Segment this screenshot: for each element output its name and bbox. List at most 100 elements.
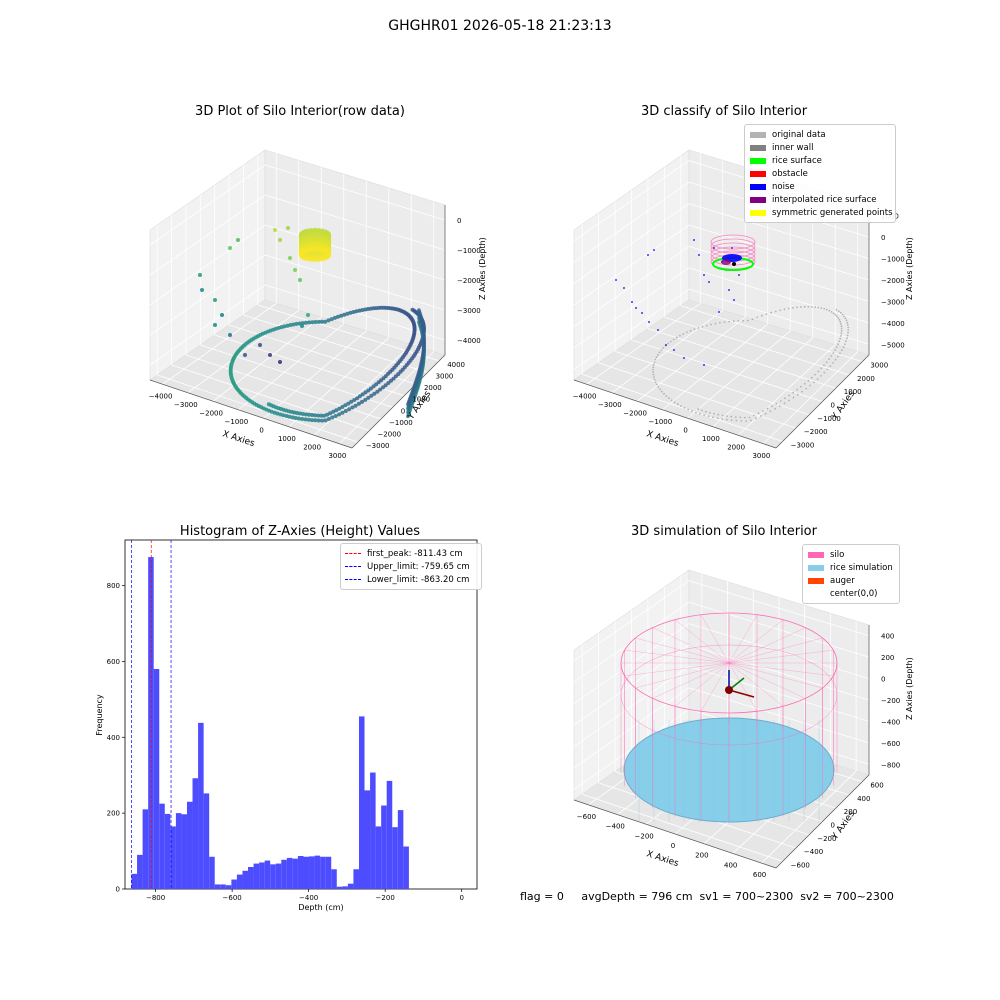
grid-line <box>339 351 435 445</box>
histogram-bar <box>231 879 237 889</box>
original-point <box>652 366 655 368</box>
data-point <box>347 407 352 412</box>
original-point <box>841 313 844 316</box>
original-point <box>764 412 767 415</box>
grid-line <box>573 687 690 769</box>
original-point <box>846 324 849 326</box>
x-tick-label: 0 <box>459 894 463 902</box>
original-point <box>842 346 845 348</box>
y-tick-label: 3000 <box>870 362 888 370</box>
histogram-bar <box>336 886 343 889</box>
data-point <box>363 390 368 395</box>
original-point <box>779 309 781 312</box>
x-tick-label: 3000 <box>328 452 346 460</box>
original-point <box>788 394 790 397</box>
raw-3d-plot: −4000−3000−2000−100001000200030004000300… <box>149 149 487 460</box>
data-point <box>228 333 232 337</box>
original-point <box>748 416 751 419</box>
z-tick-label: −1000 <box>881 256 905 264</box>
data-point <box>284 414 289 418</box>
data-point <box>350 405 355 410</box>
data-point <box>337 412 342 417</box>
legend-item: first_peak: -811.43 cm <box>345 547 477 560</box>
noise-point <box>653 249 655 251</box>
x-tick-label: −200 <box>635 832 654 840</box>
x-tick-label: −400 <box>606 823 625 831</box>
data-point <box>333 414 338 418</box>
original-point <box>840 332 843 335</box>
grid-line <box>688 288 870 345</box>
silo-roof-wire <box>700 614 730 664</box>
histogram-bar <box>225 885 232 889</box>
histogram-bar <box>325 856 332 889</box>
data-point <box>383 383 388 388</box>
legend-swatch <box>750 157 766 164</box>
data-point <box>342 312 347 317</box>
histogram-bar <box>303 856 310 889</box>
original-point <box>703 414 706 416</box>
grid-line <box>149 284 266 366</box>
original-point <box>658 351 661 354</box>
noise-point <box>623 287 625 289</box>
silo-roof-wire <box>728 627 806 664</box>
silo-roof-wire <box>728 614 758 664</box>
original-point <box>783 402 786 405</box>
original-point <box>710 323 712 326</box>
original-point <box>707 415 710 418</box>
histogram-bar <box>248 867 254 889</box>
legend-line <box>345 579 361 580</box>
original-point <box>709 411 711 414</box>
data-point <box>309 257 314 262</box>
data-point <box>389 378 393 383</box>
original-point <box>834 313 837 316</box>
data-point <box>366 388 371 393</box>
original-point <box>840 335 842 337</box>
histogram-bar <box>320 856 326 889</box>
x-tick-label: −3000 <box>174 401 198 409</box>
original-point <box>750 419 752 422</box>
grid-line <box>157 374 358 443</box>
legend-item: noise <box>750 180 890 193</box>
legend-line <box>345 553 361 554</box>
data-point <box>293 416 298 420</box>
original-point <box>841 349 843 352</box>
histogram-y-label: Frequency <box>95 694 104 736</box>
data-point <box>320 319 324 324</box>
z-tick-label: −1000 <box>457 247 481 255</box>
histogram-bar <box>342 886 348 889</box>
original-point <box>680 405 682 407</box>
y-tick-label: −2000 <box>804 428 828 436</box>
original-point <box>734 416 737 418</box>
original-point <box>756 316 759 319</box>
histogram-bar <box>170 826 176 889</box>
x-tick-label: 200 <box>695 852 708 860</box>
silo-roof-wire <box>728 619 784 664</box>
raw-3d-points <box>198 226 426 423</box>
classify-3d-axes <box>573 149 870 449</box>
legend-item: interpolated rice surface <box>750 193 890 206</box>
original-point <box>847 326 850 329</box>
original-point <box>701 325 704 328</box>
original-point <box>792 307 794 309</box>
original-point <box>687 408 690 411</box>
y-axis-line <box>351 354 446 449</box>
x-tick-label: −800 <box>146 894 165 902</box>
original-point <box>844 343 846 345</box>
grid-line <box>573 246 690 327</box>
y-tick-label: 4000 <box>447 361 465 369</box>
original-point <box>839 311 842 314</box>
y-tick-label: −2000 <box>377 431 401 439</box>
original-point <box>669 340 672 343</box>
y-tick-label: −600 <box>791 861 810 869</box>
original-point <box>675 336 678 339</box>
grid-line <box>264 164 446 221</box>
data-point <box>343 403 348 408</box>
data-point <box>319 413 323 418</box>
original-point <box>679 334 681 337</box>
data-point <box>198 273 202 277</box>
original-point <box>728 320 730 323</box>
legend-label: center(0,0) <box>830 588 878 599</box>
data-point <box>372 391 377 396</box>
data-point <box>303 417 308 422</box>
original-point <box>823 307 826 310</box>
